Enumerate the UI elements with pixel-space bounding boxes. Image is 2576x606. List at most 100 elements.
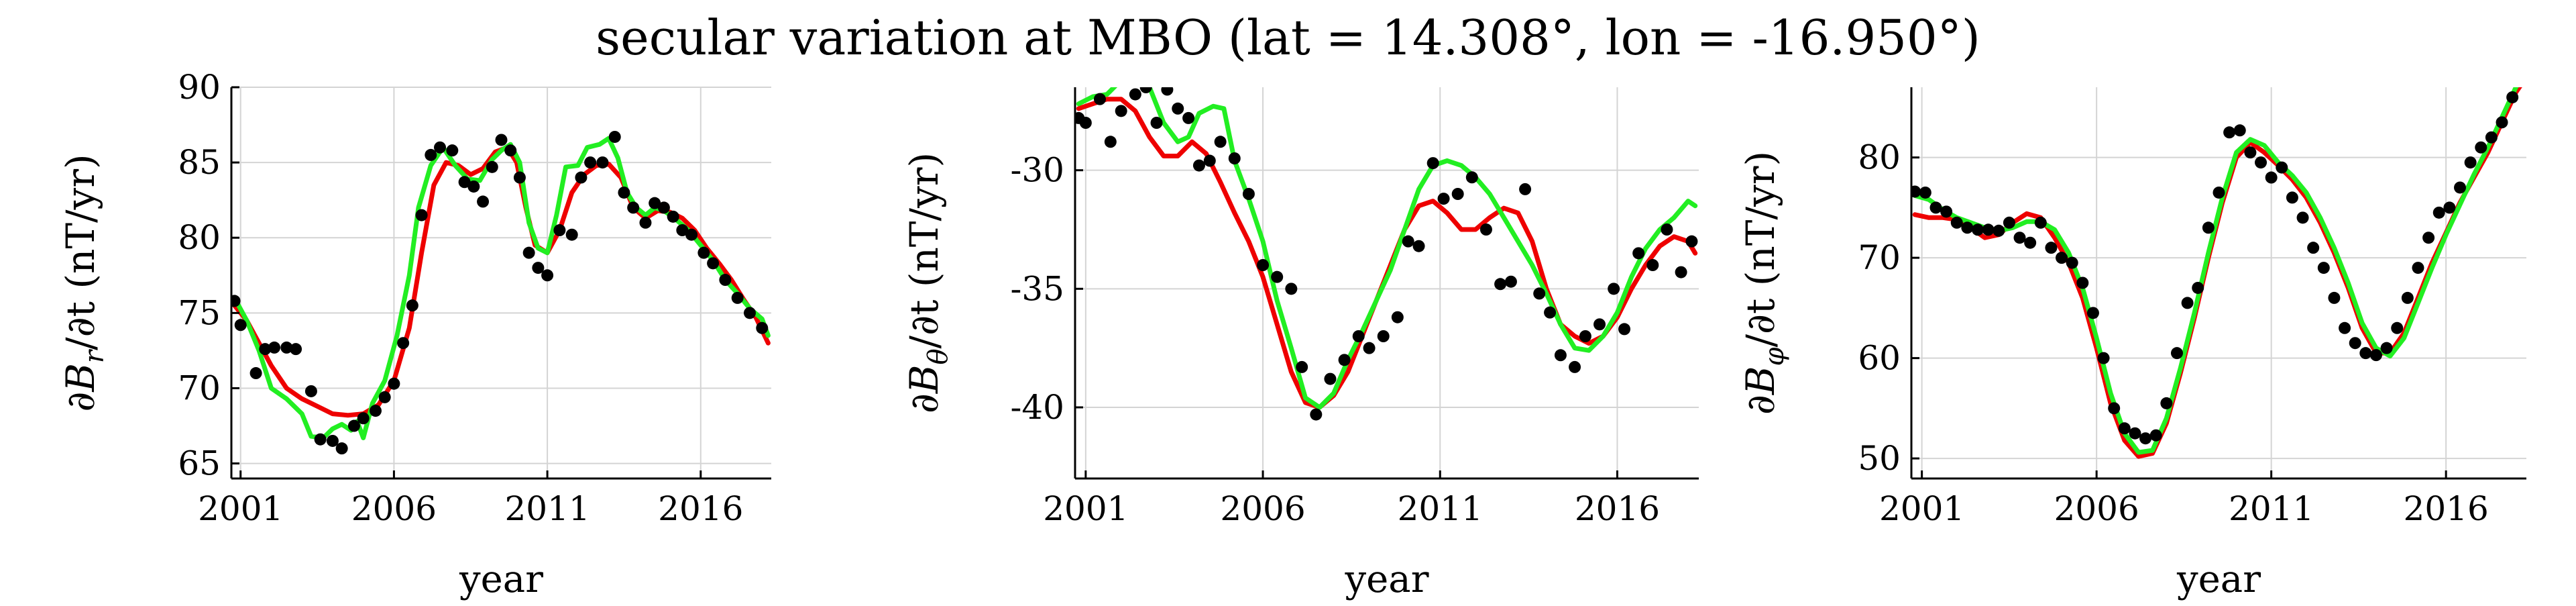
- observation-point: [1093, 93, 1106, 105]
- observation-point: [1982, 223, 1995, 236]
- observation-point: [685, 228, 698, 241]
- observation-point: [2066, 256, 2078, 269]
- observation-point: [584, 156, 597, 169]
- x-axis-label: year: [1345, 558, 1429, 601]
- observation-point: [2202, 221, 2215, 234]
- observation-point: [553, 224, 566, 237]
- observation-point: [707, 257, 720, 270]
- observation-point: [731, 291, 744, 304]
- observation-point: [1161, 87, 1174, 96]
- observation-point: [304, 385, 317, 397]
- observation-point: [532, 262, 545, 274]
- observation-point: [2034, 216, 2047, 229]
- observation-point: [347, 419, 360, 432]
- observation-point: [1172, 102, 1184, 115]
- observation-point: [2244, 146, 2257, 159]
- x-tick-label: 2006: [351, 489, 437, 528]
- series-line-model-red: [232, 145, 771, 418]
- observation-point: [2369, 349, 2382, 362]
- observation-point: [249, 367, 262, 380]
- observation-point: [1296, 360, 1308, 373]
- x-tick-label: 2001: [198, 489, 283, 528]
- y-tick-label: 80: [178, 218, 221, 257]
- observation-point: [2265, 171, 2278, 184]
- observation-point: [2401, 291, 2414, 304]
- observation-point: [415, 209, 428, 221]
- x-tick-label: 2016: [2404, 489, 2489, 528]
- observation-point: [1426, 157, 1439, 170]
- observation-point: [425, 148, 437, 161]
- observation-point: [268, 341, 281, 354]
- x-tick-label: 2016: [658, 489, 743, 528]
- observation-point: [1940, 205, 1953, 218]
- series-line-model-red: [1076, 97, 1698, 410]
- observation-point: [2485, 131, 2498, 144]
- observation-point: [541, 269, 554, 282]
- observation-point: [1554, 349, 1567, 362]
- observation-point: [2380, 342, 2393, 354]
- observation-point: [2496, 116, 2508, 129]
- observation-point: [1257, 259, 1270, 271]
- observation-point: [280, 341, 293, 354]
- observation-point: [486, 160, 498, 173]
- observation-point: [1479, 223, 1492, 236]
- observation-point: [608, 130, 621, 143]
- observation-point: [1115, 105, 1127, 117]
- observation-point: [1324, 372, 1337, 385]
- observation-point: [1377, 330, 1390, 342]
- x-tick-label: 2001: [1879, 489, 1964, 528]
- observation-point: [477, 195, 490, 208]
- observation-point: [2443, 201, 2456, 214]
- observation-point: [2349, 337, 2361, 350]
- figure-title: secular variation at MBO (lat = 14.308°,…: [596, 9, 1980, 66]
- y-axis-label: ∂Bφ/∂t (nT/yr): [1738, 151, 1790, 415]
- observation-point: [2454, 181, 2467, 194]
- observation-point: [1139, 87, 1152, 93]
- observation-point: [1391, 311, 1404, 323]
- observation-point: [1214, 136, 1227, 148]
- observation-point: [1465, 171, 1478, 184]
- observation-point: [1579, 330, 1591, 342]
- observation-point: [1661, 223, 1673, 236]
- observation-point: [657, 201, 670, 214]
- observation-point: [1104, 136, 1117, 148]
- observation-point: [1079, 117, 1092, 129]
- observation-point: [1412, 240, 1425, 252]
- observation-point: [2192, 281, 2204, 294]
- observation-point: [513, 171, 526, 184]
- y-tick-label: 50: [1858, 439, 1901, 478]
- panel-dbtheta-dt: 2001 2006 2011 2016 -40 -35 -30 year ∂Bθ/∂t (nT/…: [901, 87, 1699, 601]
- observation-point: [719, 274, 732, 287]
- observation-point: [290, 343, 302, 356]
- y-axis-label: ∂Br/∂t (nT/yr): [58, 154, 110, 411]
- observation-point: [1310, 408, 1323, 421]
- observation-point: [406, 299, 418, 312]
- observation-point: [2359, 347, 2372, 360]
- x-tick-label: 2001: [1043, 489, 1128, 528]
- x-axis-label: year: [2176, 558, 2261, 601]
- x-axis-label: year: [459, 558, 543, 601]
- y-tick-label: 65: [178, 444, 221, 483]
- observation-point: [667, 210, 679, 223]
- grid: [1911, 87, 2526, 478]
- observation-point: [446, 144, 459, 157]
- observation-point: [2276, 161, 2288, 174]
- observation-point: [378, 391, 391, 403]
- observation-point: [2076, 276, 2089, 289]
- observation-point: [326, 434, 339, 447]
- observation-point: [335, 442, 348, 455]
- observation-point: [2317, 262, 2330, 274]
- observation-point: [234, 319, 247, 332]
- panel-dbr-dt: 2001 2006 2011 2016 65 70 75 80 85 90 year ∂Br/∂t (…: [58, 68, 771, 601]
- observation-point: [1437, 193, 1450, 205]
- observation-point: [1950, 216, 1963, 229]
- observation-point: [2139, 432, 2152, 445]
- observation-point: [676, 224, 689, 237]
- observation-point: [2170, 347, 2183, 360]
- observation-point: [1919, 186, 1931, 199]
- y-tick-label: 85: [178, 143, 221, 182]
- observation-point: [756, 321, 769, 334]
- observation-point: [1271, 270, 1284, 283]
- observation-point: [259, 343, 272, 356]
